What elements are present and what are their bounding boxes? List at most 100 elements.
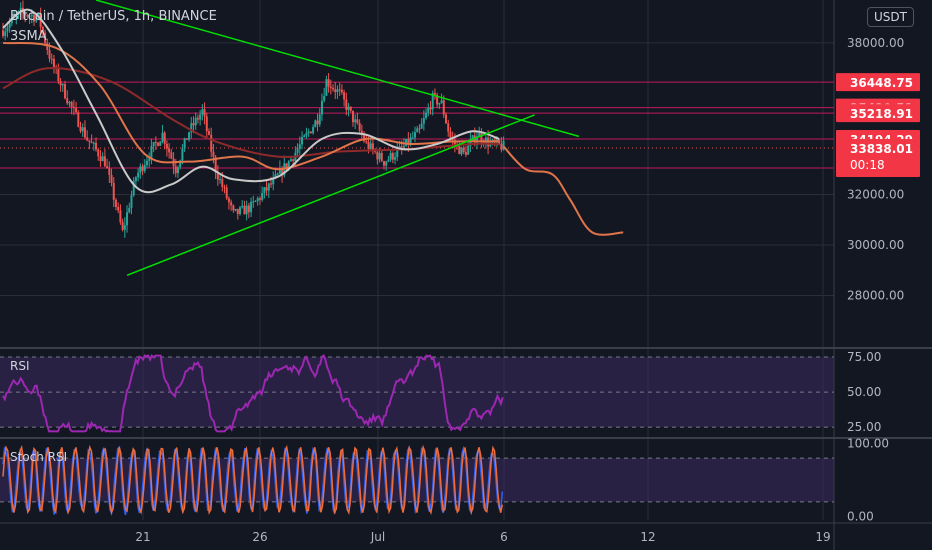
- triangle-trendline: [126, 114, 535, 276]
- candle-body: [35, 16, 38, 22]
- candle: [320, 93, 323, 121]
- candle-body: [201, 109, 204, 115]
- candle-body: [88, 140, 91, 142]
- candle: [433, 88, 436, 100]
- candle: [123, 217, 126, 238]
- candle: [241, 200, 244, 209]
- candle: [460, 146, 463, 157]
- candle: [108, 161, 111, 183]
- candle: [245, 200, 248, 221]
- candle: [126, 205, 129, 233]
- candle-body: [92, 142, 95, 144]
- candle-body: [10, 17, 13, 24]
- candle-body: [502, 140, 505, 150]
- candle-body: [436, 94, 439, 105]
- candle: [314, 119, 317, 128]
- time-tick-label: 21: [135, 530, 150, 544]
- candle: [121, 218, 124, 232]
- candle-body: [26, 15, 29, 17]
- candle-body: [110, 174, 113, 183]
- candle-body: [203, 109, 206, 117]
- candle: [33, 12, 36, 26]
- candle: [86, 130, 89, 142]
- candle-body: [464, 152, 467, 155]
- candle-body: [64, 84, 67, 99]
- candle-body: [445, 114, 447, 124]
- candle: [19, 2, 22, 17]
- candle-body: [340, 89, 343, 93]
- candle-body: [99, 156, 102, 162]
- candle-body: [258, 198, 261, 200]
- candle: [188, 131, 191, 142]
- candle-body: [369, 143, 372, 149]
- candle: [440, 93, 443, 104]
- candle-body: [413, 132, 416, 138]
- candle: [64, 80, 67, 100]
- candle: [199, 109, 202, 126]
- candle: [234, 208, 237, 212]
- candle-body: [121, 222, 124, 230]
- candle-body: [267, 183, 270, 191]
- candle-body: [230, 202, 233, 206]
- candle: [232, 204, 235, 213]
- candle: [59, 77, 62, 92]
- candle: [44, 29, 47, 47]
- candle-body: [212, 151, 215, 157]
- candle: [170, 149, 173, 160]
- candle-body: [179, 160, 182, 168]
- candle: [81, 123, 84, 137]
- candle-body: [243, 205, 246, 215]
- candle-body: [37, 13, 40, 17]
- candle: [338, 82, 341, 96]
- candle-body: [152, 142, 155, 146]
- candle: [265, 180, 268, 196]
- candle: [128, 202, 131, 214]
- currency-button[interactable]: USDT: [867, 7, 914, 27]
- candle-body: [261, 192, 264, 200]
- candle: [394, 152, 397, 165]
- candle: [61, 83, 64, 92]
- candle-body: [343, 92, 346, 100]
- candle-body: [402, 145, 405, 148]
- stoch-tick-label: 0.00: [847, 509, 874, 523]
- candle-body: [239, 207, 242, 214]
- candle: [263, 186, 266, 199]
- bar-countdown-label: 00:18: [850, 158, 885, 172]
- candle-body: [50, 58, 53, 60]
- candle: [95, 137, 98, 152]
- candle: [79, 121, 82, 134]
- candle-body: [442, 100, 445, 115]
- candle-body: [367, 141, 370, 149]
- candle-body: [137, 172, 140, 178]
- price-tick-label: 28000.00: [847, 288, 904, 302]
- candle-body: [8, 23, 11, 28]
- candle: [190, 116, 193, 139]
- candle-body: [276, 173, 279, 175]
- candle-body: [500, 143, 503, 150]
- candle: [92, 141, 95, 151]
- candle-body: [387, 159, 390, 162]
- candle: [467, 139, 470, 155]
- candle: [250, 197, 253, 218]
- candle-body: [471, 135, 474, 141]
- candle: [502, 136, 505, 151]
- candle-body: [44, 32, 47, 43]
- candle-body: [391, 153, 394, 160]
- candle: [28, 13, 31, 25]
- candle-body: [400, 146, 403, 148]
- symbol-title: Bitcoin / TetherUS, 1h, BINANCE: [10, 9, 217, 24]
- candle-body: [320, 100, 323, 115]
- sma-darkred-line: [2, 67, 500, 158]
- candle-body: [316, 120, 319, 125]
- candle: [303, 134, 306, 138]
- rsi-pane-label: RSI: [10, 359, 30, 373]
- candle-body: [205, 116, 208, 132]
- candle-body: [19, 7, 22, 12]
- candle: [137, 168, 140, 182]
- candle: [243, 200, 246, 215]
- candle: [72, 99, 75, 116]
- candle-body: [438, 103, 441, 105]
- candle-body: [86, 137, 89, 141]
- triangle-trendline: [95, 0, 580, 138]
